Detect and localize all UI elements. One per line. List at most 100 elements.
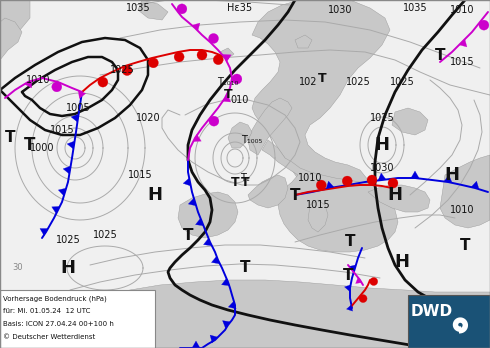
Text: 1015: 1015 <box>306 200 330 210</box>
Text: T₁₀₁₀: T₁₀₁₀ <box>217 77 239 87</box>
Text: 1025: 1025 <box>56 235 80 245</box>
Polygon shape <box>67 141 74 149</box>
Text: 1015: 1015 <box>450 57 474 67</box>
Bar <box>408 295 490 348</box>
Circle shape <box>148 58 158 68</box>
Text: 102: 102 <box>299 77 317 87</box>
Text: H: H <box>60 259 75 277</box>
Polygon shape <box>440 155 490 228</box>
Text: H: H <box>374 136 390 154</box>
Bar <box>0 290 155 348</box>
Circle shape <box>316 180 326 190</box>
Polygon shape <box>40 229 48 236</box>
Circle shape <box>209 33 219 44</box>
Circle shape <box>367 175 377 185</box>
Polygon shape <box>222 321 230 328</box>
Text: 1020: 1020 <box>136 113 160 123</box>
Circle shape <box>98 77 108 87</box>
Polygon shape <box>212 256 220 264</box>
Text: T: T <box>435 47 445 63</box>
Text: T₁: T₁ <box>240 173 250 183</box>
Polygon shape <box>138 0 168 20</box>
Polygon shape <box>58 188 66 196</box>
Text: 1035: 1035 <box>403 3 427 13</box>
Polygon shape <box>63 166 71 174</box>
Polygon shape <box>350 265 356 271</box>
Polygon shape <box>356 277 362 284</box>
Text: T: T <box>24 136 36 154</box>
Polygon shape <box>223 54 231 62</box>
Polygon shape <box>193 134 201 142</box>
Text: H: H <box>394 253 410 271</box>
Text: für: Mi. 01.05.24  12 UTC: für: Mi. 01.05.24 12 UTC <box>3 308 90 314</box>
Polygon shape <box>0 280 490 348</box>
Polygon shape <box>262 140 398 252</box>
Text: T: T <box>460 237 470 253</box>
Circle shape <box>479 20 489 30</box>
Text: Hε35: Hε35 <box>227 3 252 13</box>
Circle shape <box>209 116 219 126</box>
Text: H: H <box>444 166 460 184</box>
Polygon shape <box>368 185 430 212</box>
Circle shape <box>122 65 132 76</box>
Polygon shape <box>295 35 312 48</box>
Text: T: T <box>240 261 250 276</box>
Text: 1010: 1010 <box>450 205 474 215</box>
Polygon shape <box>0 0 30 55</box>
Polygon shape <box>326 181 334 189</box>
Text: 1025: 1025 <box>390 77 415 87</box>
Polygon shape <box>346 305 353 311</box>
Polygon shape <box>24 80 32 88</box>
Text: 1035: 1035 <box>126 3 150 13</box>
Polygon shape <box>248 98 292 155</box>
Circle shape <box>52 82 62 92</box>
Polygon shape <box>444 175 452 182</box>
Text: H: H <box>388 186 402 204</box>
Text: T: T <box>345 235 355 250</box>
Circle shape <box>342 176 352 186</box>
Polygon shape <box>223 95 231 102</box>
Polygon shape <box>344 285 351 291</box>
Circle shape <box>388 178 398 188</box>
Polygon shape <box>203 238 212 246</box>
Polygon shape <box>228 301 236 309</box>
Text: 1025: 1025 <box>93 230 118 240</box>
Polygon shape <box>78 90 86 98</box>
Circle shape <box>213 55 223 65</box>
Text: 1030: 1030 <box>370 163 394 173</box>
Text: DWD: DWD <box>411 304 453 319</box>
Text: 1010: 1010 <box>298 173 322 183</box>
Text: 1025: 1025 <box>110 65 134 75</box>
Text: T₁₀₀₅: T₁₀₀₅ <box>242 135 263 145</box>
Polygon shape <box>459 39 467 47</box>
Polygon shape <box>178 192 238 238</box>
Circle shape <box>359 294 367 302</box>
Text: T: T <box>231 175 239 189</box>
Text: 1010: 1010 <box>450 5 474 15</box>
Polygon shape <box>471 181 479 189</box>
Polygon shape <box>378 173 386 181</box>
Text: 30: 30 <box>13 263 24 272</box>
Text: 1015: 1015 <box>49 125 74 135</box>
Text: 1010: 1010 <box>26 75 50 85</box>
Text: T: T <box>318 71 326 85</box>
Text: 1005: 1005 <box>66 103 90 113</box>
Polygon shape <box>252 0 390 215</box>
Circle shape <box>174 52 184 62</box>
Text: T: T <box>224 88 232 102</box>
Polygon shape <box>392 108 428 135</box>
Text: 010: 010 <box>231 95 249 105</box>
Text: Vorhersage Bodendruck (hPa): Vorhersage Bodendruck (hPa) <box>3 295 107 301</box>
Polygon shape <box>196 218 203 226</box>
Polygon shape <box>220 48 234 60</box>
Text: T: T <box>290 188 300 203</box>
Polygon shape <box>192 23 200 31</box>
Text: 1025: 1025 <box>345 77 370 87</box>
Polygon shape <box>192 341 200 348</box>
Text: © Deutscher Wetterdienst: © Deutscher Wetterdienst <box>3 334 95 340</box>
Polygon shape <box>0 18 22 60</box>
Circle shape <box>197 50 207 60</box>
Text: 1025: 1025 <box>369 113 394 123</box>
Polygon shape <box>411 171 419 178</box>
Polygon shape <box>71 114 78 122</box>
